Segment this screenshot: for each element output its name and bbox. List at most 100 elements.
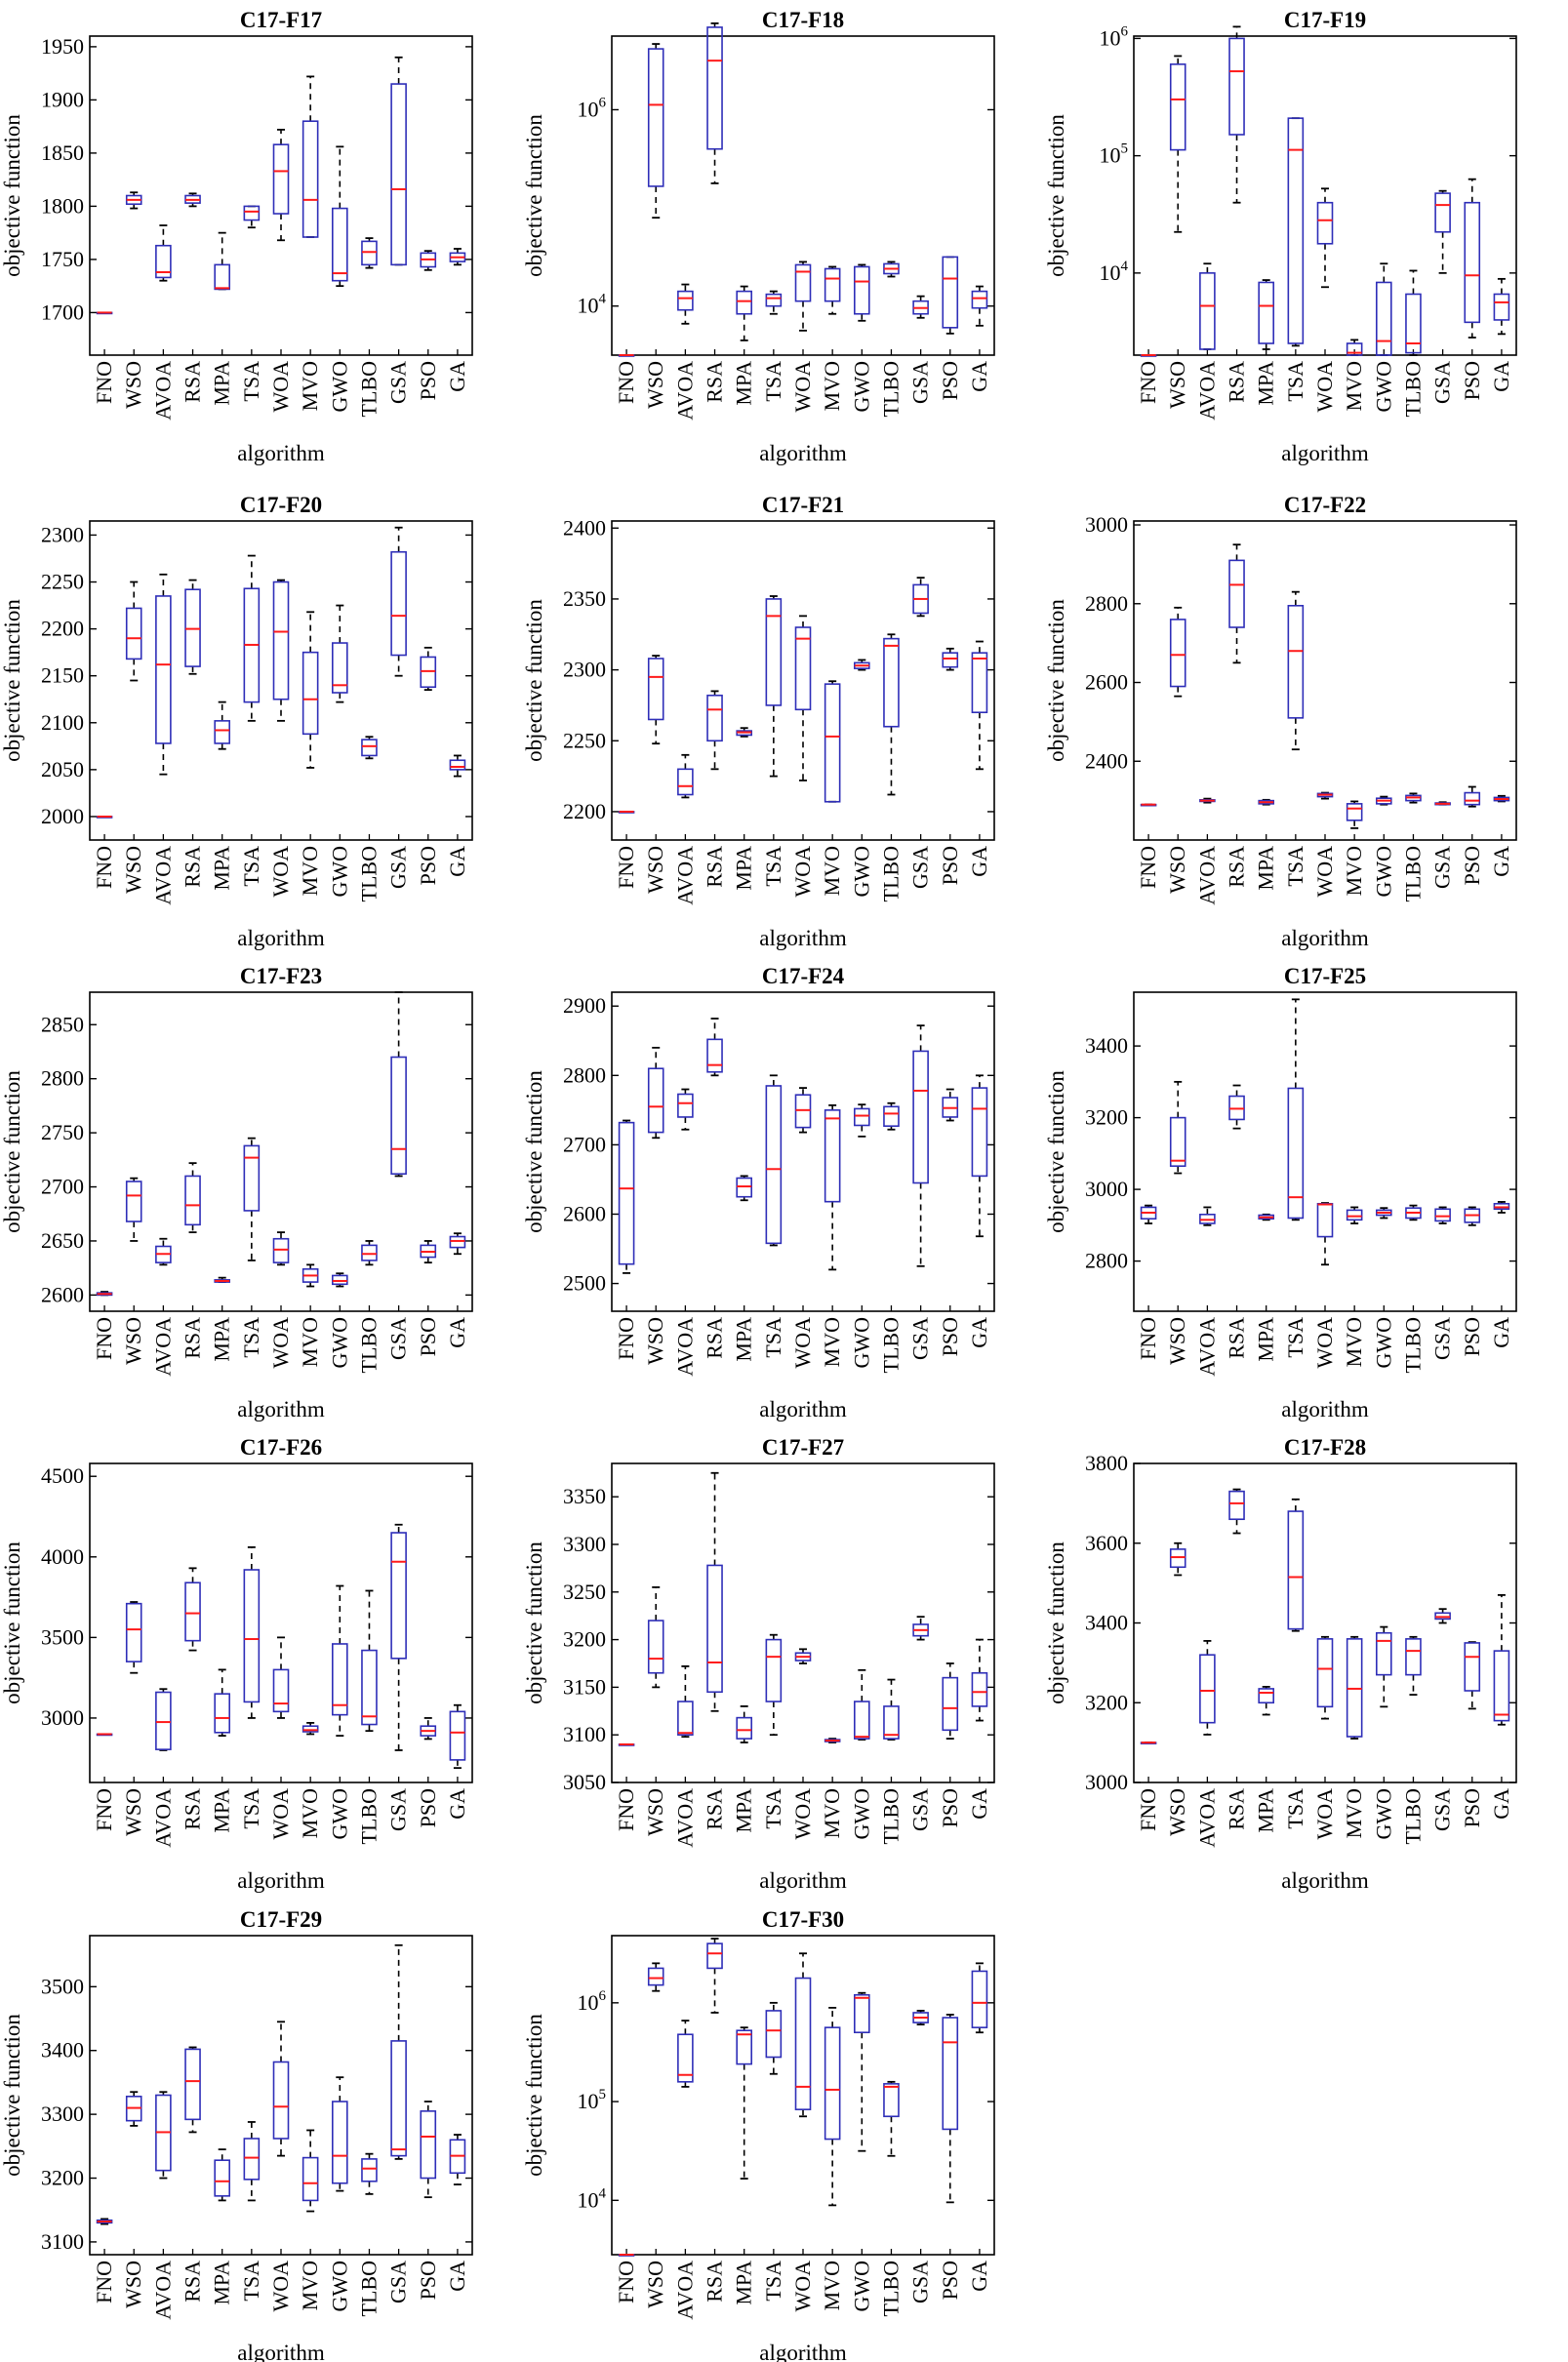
box-gwo — [854, 1991, 870, 2152]
iqr-box — [272, 580, 290, 701]
x-tick-label: WOA — [268, 1788, 293, 1840]
box-pso — [1464, 1641, 1481, 1710]
plot-frame — [611, 35, 995, 356]
x-tick-label: AVOA — [1194, 1317, 1219, 1377]
x-axis-label: algorithm — [759, 926, 847, 950]
box-woa — [794, 1648, 812, 1664]
box-pso — [1464, 1206, 1481, 1226]
box-ga — [971, 1074, 988, 1238]
iqr-box — [184, 2048, 201, 2121]
box-tsa — [1287, 117, 1305, 347]
x-tick-label: WSO — [1165, 1317, 1189, 1365]
box-gsa — [912, 1616, 929, 1641]
box-gwo — [1376, 262, 1392, 356]
x-tick-label: FNO — [92, 1788, 116, 1831]
iqr-box — [824, 2026, 841, 2141]
chart-panel: C17-F23 2600 2650 2700 2750 2800 2850 objective… — [0, 964, 473, 1421]
box-gsa — [912, 2010, 929, 2026]
iqr-box — [1169, 619, 1186, 688]
x-tick-label: MVO — [820, 361, 844, 411]
x-tick-label: PSO — [416, 361, 440, 400]
iqr-box — [647, 658, 664, 721]
iqr-box — [214, 1693, 230, 1734]
box-wso — [1169, 1080, 1186, 1175]
x-tick-label: FNO — [614, 1317, 638, 1360]
box-avoa — [155, 1237, 172, 1266]
x-tick-label: WSO — [643, 846, 667, 894]
iqr-box — [736, 290, 752, 315]
box-gwo — [1376, 1207, 1392, 1220]
y-tick-label: 3350 — [563, 1484, 606, 1508]
y-tick-label: 3000 — [1085, 1770, 1128, 1794]
iqr-box — [155, 595, 172, 744]
y-tick-label: 3150 — [563, 1674, 606, 1699]
box-rsa — [184, 2046, 201, 2134]
x-tick-label: GA — [967, 361, 991, 392]
box-woa — [1316, 1202, 1334, 1266]
x-tick-label: GWO — [849, 846, 873, 898]
x-tick-label: AVOA — [672, 846, 697, 905]
chart-title: C17-F21 — [762, 493, 844, 517]
box-tsa — [765, 595, 783, 778]
iqr-box — [1316, 1638, 1334, 1708]
iqr-box — [125, 1602, 142, 1662]
box-wso — [647, 1962, 664, 1992]
iqr-box — [618, 1121, 635, 1265]
x-tick-label: AVOA — [150, 2261, 175, 2320]
y-tick-label: 1750 — [41, 247, 84, 271]
y-axis-label: objective function — [522, 1541, 546, 1704]
x-tick-label: GWO — [849, 1317, 873, 1369]
x-tick-label: PSO — [1460, 1788, 1484, 1827]
y-tick-exponent: 6 — [599, 1988, 607, 2004]
y-tick-label: 2600 — [41, 1282, 84, 1306]
y-tick-label: 3250 — [563, 1580, 606, 1604]
x-tick-label: RSA — [181, 2261, 205, 2302]
box-rsa — [706, 1018, 723, 1077]
x-tick-label: GSA — [386, 1788, 411, 1831]
iqr-box — [214, 263, 230, 291]
iqr-box — [1346, 342, 1363, 356]
iqr-box — [332, 2101, 348, 2184]
box-mpa — [736, 285, 752, 341]
x-tick-label: TSA — [239, 846, 263, 887]
x-tick-label: AVOA — [1194, 361, 1219, 420]
y-axis-label: objective function — [522, 2014, 546, 2177]
box-avoa — [1199, 262, 1216, 350]
box-avoa — [677, 1665, 694, 1739]
x-tick-label: PSO — [416, 1317, 440, 1356]
box-tlbo — [883, 1101, 900, 1131]
y-axis-label: objective function — [0, 114, 24, 277]
chart-title: C17-F25 — [1284, 964, 1366, 988]
x-tick-label: MPA — [732, 2261, 756, 2305]
box-mvo — [824, 265, 841, 315]
box-gsa — [390, 1523, 407, 1751]
iqr-box — [390, 2040, 407, 2157]
chart-title: C17-F19 — [1284, 8, 1366, 32]
x-tick-label: WOA — [268, 846, 293, 898]
chart-panel: C17-F22 2400 2600 2800 3000 objective functio… — [1044, 493, 1517, 950]
iqr-box — [361, 1244, 378, 1261]
iqr-box — [361, 1649, 378, 1726]
iqr-box — [332, 207, 348, 282]
iqr-box — [971, 1087, 988, 1178]
iqr-box — [706, 1038, 723, 1073]
y-tick-label: 2800 — [41, 1066, 84, 1091]
box-wso — [125, 2091, 142, 2127]
box-ga — [1493, 1201, 1510, 1214]
box-woa — [272, 129, 290, 242]
x-axis-label: algorithm — [759, 2341, 847, 2362]
iqr-box — [736, 2029, 752, 2065]
iqr-box — [942, 256, 959, 329]
x-tick-label: MVO — [298, 2261, 322, 2310]
plot-frame — [611, 1462, 995, 1783]
x-tick-label: AVOA — [150, 1317, 175, 1377]
x-tick-label: PSO — [1460, 1317, 1484, 1356]
x-tick-label: GA — [1489, 1788, 1513, 1820]
x-tick-label: PSO — [938, 1788, 962, 1827]
x-axis-label: algorithm — [759, 1397, 847, 1421]
box-ga — [1493, 794, 1510, 803]
box-mvo — [1346, 800, 1363, 829]
iqr-box — [677, 768, 694, 796]
box-mpa — [736, 2026, 752, 2180]
y-tick-label: 1800 — [41, 193, 84, 218]
